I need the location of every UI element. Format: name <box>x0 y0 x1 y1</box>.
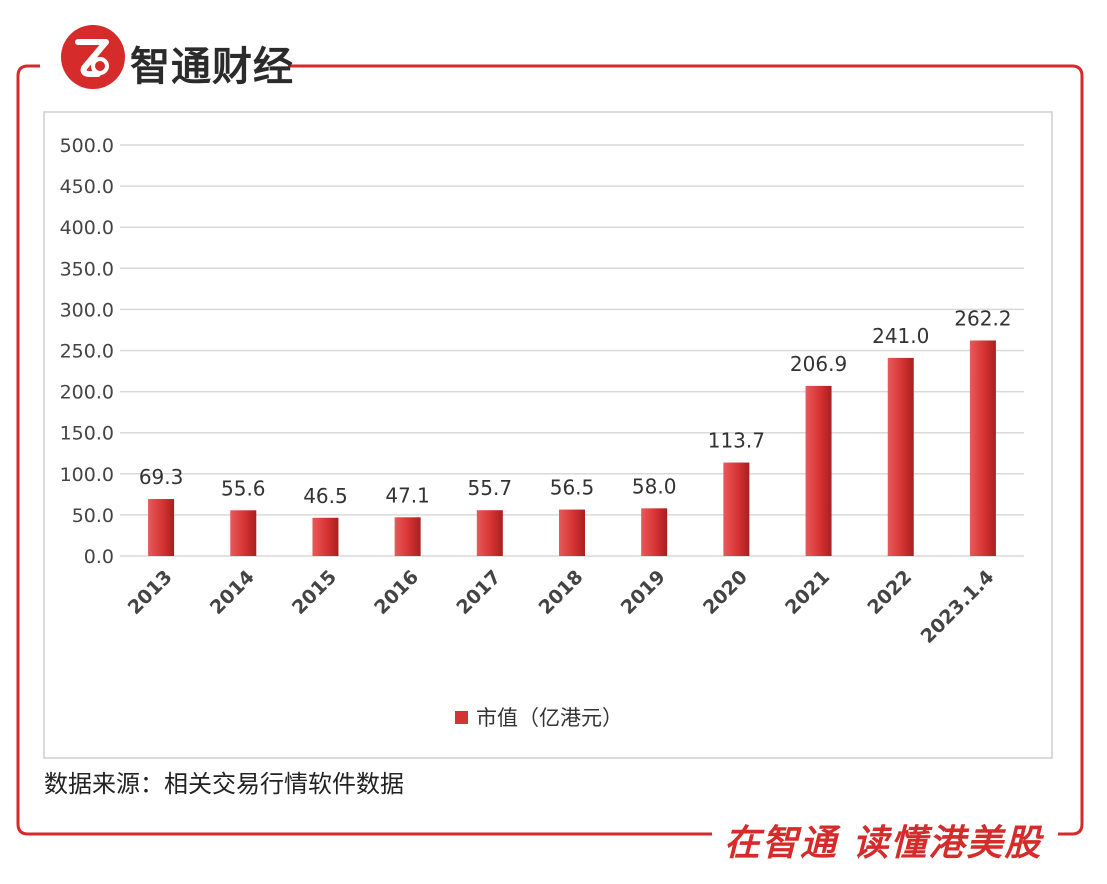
bar <box>312 517 339 556</box>
x-tick-label: 2023.1.4 <box>917 566 999 648</box>
y-tick-label: 300.0 <box>60 299 114 321</box>
x-tick-label: 2013 <box>124 566 177 619</box>
bar <box>723 462 750 556</box>
data-label: 47.1 <box>385 483 430 507</box>
bar <box>148 499 175 556</box>
data-label: 241.0 <box>872 324 929 348</box>
y-tick-label: 200.0 <box>60 382 114 404</box>
y-tick-label: 100.0 <box>60 464 114 486</box>
data-label: 56.5 <box>550 476 595 500</box>
bar <box>559 509 585 556</box>
x-tick-label: 2021 <box>781 566 834 619</box>
data-label: 46.5 <box>303 484 348 508</box>
legend-label: 市值（亿港元） <box>476 706 623 730</box>
data-label: 113.7 <box>708 429 765 453</box>
data-label: 58.0 <box>632 474 677 498</box>
brand-logo-icon <box>61 25 125 89</box>
legend-swatch <box>455 710 468 724</box>
y-tick-label: 250.0 <box>60 341 114 363</box>
x-tick-label: 2017 <box>452 566 505 619</box>
x-tick-label: 2018 <box>535 566 588 619</box>
frame-left-stroke <box>16 64 712 836</box>
y-tick-label: 500.0 <box>60 135 114 157</box>
x-tick-label: 2022 <box>863 566 916 619</box>
brand-name: 智通财经 <box>130 44 294 90</box>
y-tick-label: 400.0 <box>60 217 114 239</box>
chart-box <box>43 111 1053 759</box>
x-tick-label: 2019 <box>617 566 670 619</box>
x-tick-label: 2015 <box>288 566 341 619</box>
y-tick-label: 350.0 <box>60 258 114 280</box>
x-tick-label: 2020 <box>699 566 752 619</box>
y-tick-label: 150.0 <box>60 423 114 445</box>
frame-right-stroke <box>288 64 1084 836</box>
x-axis-ticks: 2013 2014 2015 2016 2017 2018 2019 2020 2021 2022… <box>124 566 999 648</box>
source-note: 数据来源：相关交易行情软件数据 <box>44 770 404 798</box>
y-tick-label: 450.0 <box>60 176 114 198</box>
data-label: 55.6 <box>221 476 266 500</box>
data-label: 206.9 <box>790 352 847 376</box>
data-label: 55.7 <box>468 476 513 500</box>
bars <box>148 340 996 556</box>
bar <box>641 508 668 556</box>
bar <box>805 385 832 556</box>
data-labels: 69.3 55.6 46.5 47.1 55.7 56.5 58.0 113.7 206.9 24… <box>139 306 1012 507</box>
y-axis-ticks: 0.0 50.0 100.0 150.0 200.0 250.0 300.0 350.0 400… <box>60 135 114 568</box>
y-tick-label: 50.0 <box>72 505 114 527</box>
x-tick-label: 2014 <box>206 566 259 619</box>
y-tick-label: 0.0 <box>84 546 114 568</box>
chart-legend: 市值（亿港元） <box>455 702 623 732</box>
bar <box>887 357 914 556</box>
data-label: 69.3 <box>139 465 184 489</box>
data-label: 262.2 <box>954 306 1011 330</box>
bar <box>969 340 996 556</box>
bar <box>230 510 257 556</box>
brand-slogan: 在智通 读懂港美股 <box>724 823 1043 864</box>
bar <box>476 510 503 556</box>
bar <box>394 517 421 556</box>
x-tick-label: 2016 <box>370 566 423 619</box>
